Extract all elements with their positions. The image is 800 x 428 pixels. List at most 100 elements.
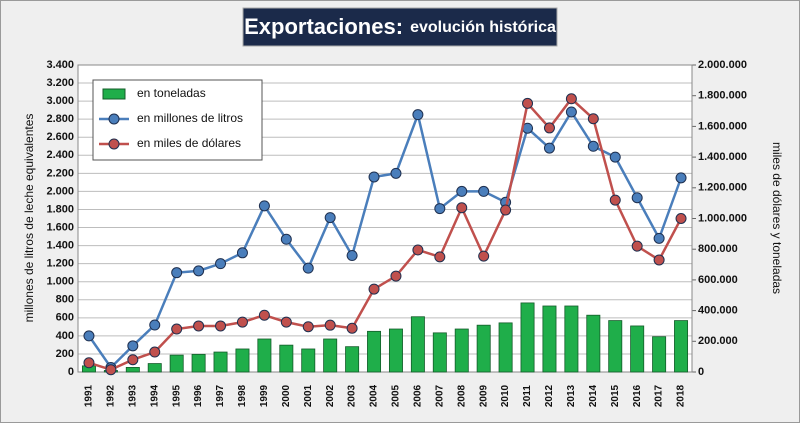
- x-tick-label: 2015: [610, 384, 621, 407]
- marker: [280, 316, 292, 328]
- bar: [388, 328, 403, 373]
- marker: [631, 240, 643, 252]
- chart-title: Exportaciones: evolución histórica: [244, 14, 556, 39]
- marker: [412, 244, 424, 256]
- marker: [390, 270, 402, 282]
- bar: [608, 320, 623, 373]
- y-tick-label: 2.600: [46, 131, 74, 143]
- y-tick-label: 2.200: [46, 167, 74, 179]
- x-tick-label: 1998: [237, 384, 248, 407]
- bar: [674, 320, 689, 373]
- line: [87, 109, 683, 370]
- bar: [520, 302, 535, 373]
- y-tick-label: 3.000: [46, 95, 74, 107]
- marker: [675, 213, 687, 224]
- marker: [434, 251, 446, 263]
- marker: [456, 185, 468, 197]
- marker: [83, 357, 95, 369]
- title-box: [242, 7, 558, 47]
- marker: [127, 340, 139, 352]
- y2-tick-label: 1.600.000: [698, 120, 747, 132]
- bar: [191, 353, 206, 373]
- bar: [367, 330, 382, 373]
- marker: [215, 258, 227, 270]
- bar: [542, 305, 557, 373]
- y-tick-label: 0: [68, 366, 74, 378]
- y-tick-label: 1.200: [46, 258, 74, 270]
- x-tick-label: 2000: [281, 384, 292, 407]
- marker: [631, 192, 643, 204]
- marker: [675, 172, 687, 184]
- x-tick-label: 2012: [544, 384, 555, 407]
- x-tick-label: 1997: [215, 384, 226, 407]
- y2-tick-label: 200.000: [698, 335, 738, 347]
- marker: [324, 212, 336, 224]
- marker: [280, 233, 292, 245]
- marker: [171, 323, 183, 335]
- bar: [410, 316, 425, 373]
- marker: [324, 319, 336, 331]
- marker: [346, 250, 358, 262]
- y-tick-label: 800: [56, 294, 74, 306]
- bar: [454, 328, 469, 373]
- marker: [346, 322, 358, 334]
- bar: [323, 338, 338, 373]
- legend-label: en toneladas: [137, 86, 206, 100]
- marker: [236, 247, 248, 259]
- marker: [171, 267, 183, 279]
- y-tick-label: 1.400: [46, 239, 74, 251]
- y2-tick-label: 600.000: [698, 274, 738, 286]
- x-tick-label: 2002: [325, 384, 336, 407]
- x-tick-label: 2010: [500, 384, 511, 407]
- marker: [522, 97, 534, 109]
- marker: [105, 364, 117, 376]
- y2-tick-label: 1.400.000: [698, 151, 747, 163]
- bar: [630, 325, 645, 373]
- marker: [83, 330, 95, 342]
- marker: [587, 113, 599, 125]
- y-tick-label: 2.400: [46, 149, 74, 161]
- bar: [169, 354, 184, 373]
- bar: [476, 324, 491, 373]
- x-tick-label: 1999: [259, 384, 270, 407]
- marker: [149, 346, 161, 358]
- plot-border: [77, 64, 693, 373]
- line: [88, 96, 683, 372]
- marker: [193, 320, 205, 332]
- marker: [565, 93, 577, 105]
- x-tick-label: 2005: [391, 384, 402, 407]
- bar: [564, 305, 579, 373]
- x-tick-label: 1992: [106, 384, 117, 407]
- y-tick-label: 2.800: [46, 113, 74, 125]
- y2-tick-label: 800.000: [698, 243, 738, 255]
- y2-tick-label: 1.200.000: [698, 182, 747, 194]
- x-tick-label: 2013: [566, 384, 577, 407]
- y-tick-label: 2.000: [46, 185, 74, 197]
- x-tick-label: 2004: [369, 384, 380, 407]
- x-tick-label: 2008: [456, 384, 467, 407]
- title: Exportaciones:: [244, 14, 403, 39]
- marker: [412, 109, 424, 121]
- x-tick-label: 1993: [127, 384, 138, 407]
- bar: [586, 314, 601, 373]
- y-tick-label: 1.600: [46, 221, 74, 233]
- x-tick-label: 2018: [676, 384, 687, 407]
- x-tick-label: 2017: [654, 384, 665, 407]
- x-tick-label: 2009: [478, 384, 489, 407]
- legend-label: en miles de dólares: [137, 136, 241, 150]
- marker: [368, 283, 380, 295]
- x-tick-label: 2014: [588, 384, 599, 407]
- marker: [390, 167, 402, 179]
- marker: [302, 262, 314, 274]
- marker: [543, 142, 555, 154]
- marker: [258, 200, 270, 212]
- bar: [235, 348, 250, 373]
- legend-marker: [108, 113, 120, 125]
- x-tick-label: 2001: [303, 384, 314, 407]
- x-tick-label: 2007: [434, 384, 445, 407]
- marker: [215, 320, 227, 332]
- marker: [302, 321, 314, 333]
- y-tick-label: 1.000: [46, 276, 74, 288]
- marker: [478, 250, 490, 262]
